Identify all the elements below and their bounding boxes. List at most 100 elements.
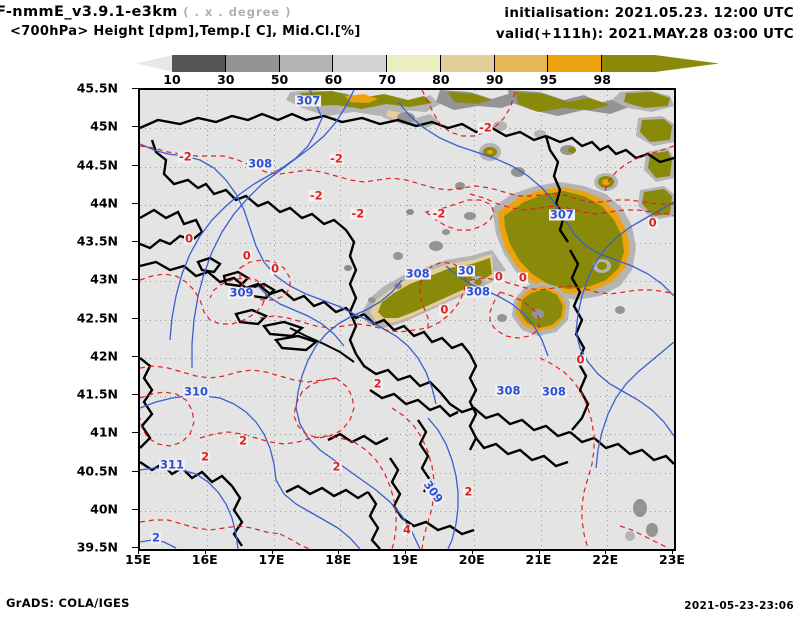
y-axis-tick	[132, 165, 138, 166]
x-axis-tick	[472, 549, 473, 554]
temp-contour-label-2: 2	[200, 449, 211, 464]
y-axis-label-41.5N: 41.5N	[76, 386, 118, 402]
temp-contour-label-0: 0	[647, 215, 658, 230]
colorbar-tick-70: 70	[378, 72, 396, 87]
colorbar-tick-60: 60	[324, 72, 343, 87]
y-axis-label-43N: 43N	[90, 271, 118, 287]
temperature-contours	[140, 90, 674, 549]
colorbar-tick-10: 10	[163, 72, 181, 87]
grads-credit: GrADS: COLA/IGES	[6, 596, 130, 610]
y-axis-tick	[132, 88, 138, 89]
colorbar-segment	[440, 55, 495, 72]
y-axis-tick	[132, 279, 138, 280]
temp-contour-label-0: 0	[517, 270, 528, 285]
gridline-vertical	[207, 90, 208, 549]
x-axis-tick	[539, 549, 540, 554]
temp-contour-label-neg2: -2	[177, 149, 193, 164]
colorbar-segments	[172, 55, 656, 72]
gridline-horizontal	[140, 205, 674, 206]
x-axis-tick	[138, 549, 139, 554]
render-timestamp: 2021-05-23-23:06	[684, 600, 794, 612]
temp-contour-label-0: 0	[241, 248, 252, 263]
y-axis-tick	[132, 318, 138, 319]
height-contour-label-308: 308	[495, 383, 522, 398]
height-contour-label-308: 308	[247, 156, 274, 171]
y-axis-label-40.5N: 40.5N	[76, 463, 118, 478]
x-axis-tick	[672, 549, 673, 554]
field-description: <700hPa> Height [dpm],Temp.[ C], Mid.Cl.…	[10, 24, 361, 39]
colorbar-tick-80: 80	[432, 72, 450, 87]
temp-contour-label-0: 0	[184, 231, 195, 246]
y-axis-label-44N: 44N	[90, 195, 118, 211]
colorbar-segment	[333, 55, 388, 72]
height-contour-label-307: 307	[548, 207, 575, 222]
gridline-horizontal	[140, 434, 674, 435]
y-axis-label-45N: 45N	[90, 118, 118, 134]
valid-time: valid(+111h): 2021.MAY.28 03:00 UTC	[495, 26, 794, 42]
gridline-vertical	[340, 90, 341, 549]
height-contour-label-308: 308	[540, 384, 567, 399]
height-contour-label-311: 311	[159, 457, 186, 472]
x-axis-tick	[272, 549, 273, 554]
x-axis-label-19E: 19E	[392, 552, 418, 567]
model-name: F-nmmE_v3.9.1-e3km	[0, 4, 178, 20]
colorbar-tick-30: 30	[217, 72, 235, 87]
temp-contour-label-neg2: -2	[308, 188, 324, 203]
colorbar-tick-98: 98	[593, 72, 611, 87]
x-axis-tick	[405, 549, 406, 554]
y-axis-tick	[132, 394, 138, 395]
temp-contour-label-neg2: -2	[478, 120, 493, 135]
y-axis-label-43.5N: 43.5N	[76, 233, 118, 249]
temp-contour-label-2: 2	[372, 376, 383, 391]
x-axis-label-17E: 17E	[258, 552, 285, 567]
y-axis-tick	[132, 432, 138, 433]
temp-contour-label-2: 2	[331, 459, 342, 474]
height-contour-label-310: 310	[183, 384, 210, 399]
temp-contour-label-neg2: -2	[329, 151, 344, 166]
gridline-horizontal	[140, 243, 674, 244]
x-axis-label-23E: 23E	[659, 552, 685, 567]
initialisation-time: initialisation: 2021.05.23. 12:00 UTC	[504, 5, 794, 21]
colorbar-segment	[494, 55, 549, 72]
map-canvas: 307 308 307 308 309 30 308 310 308 308 311 309 2 -2 -2…	[140, 90, 674, 549]
map-graphics	[140, 90, 674, 549]
y-axis-label-42.5N: 42.5N	[76, 310, 118, 325]
y-axis-tick	[132, 471, 138, 472]
height-contour-label-308: 308	[404, 266, 431, 281]
height-contour-label-308: 308	[465, 284, 492, 299]
x-axis-label-21E: 21E	[525, 552, 552, 567]
cloud-cover-shading	[286, 90, 674, 541]
x-axis-label-15E: 15E	[125, 552, 151, 567]
x-axis-tick	[605, 549, 606, 554]
gridline-horizontal	[140, 511, 674, 512]
temp-contour-label-0: 0	[439, 302, 450, 317]
y-axis-label-42N: 42N	[90, 348, 118, 364]
colorbar-segment	[387, 55, 441, 72]
x-axis-label-18E: 18E	[325, 552, 352, 567]
y-axis-tick	[132, 356, 138, 357]
temp-contour-label-0: 0	[575, 352, 586, 367]
temp-contour-label-4: 4	[401, 522, 413, 537]
header-right-block: initialisation: 2021.05.23. 12:00 UTC va…	[496, 5, 794, 42]
colorbar-left-tail-icon	[136, 55, 173, 72]
gridline-horizontal	[140, 128, 674, 129]
gridline-horizontal	[140, 167, 674, 168]
x-axis-label-20E: 20E	[458, 552, 485, 567]
colorbar-segment	[279, 55, 334, 72]
height-contour-label-2: 2	[151, 530, 162, 545]
colorbar-tick-95: 95	[539, 72, 558, 87]
temp-contour-label-neg2: -2	[431, 206, 447, 221]
temp-contour-label-2: 2	[238, 433, 249, 448]
y-axis-label-41N: 41N	[90, 424, 118, 440]
model-name-line: F-nmmE_v3.9.1-e3km ( . x . degree )	[0, 4, 426, 20]
colorbar-segment	[172, 55, 226, 72]
temp-contour-label-2: 2	[463, 484, 474, 499]
map-plot-area[interactable]: 307 308 307 308 309 30 308 310 308 308 311 309 2 -2 -2…	[138, 88, 676, 551]
gridline-horizontal	[140, 358, 674, 359]
y-axis-tick	[132, 547, 138, 548]
gridline-vertical	[274, 90, 275, 549]
colorbar-segment	[225, 55, 280, 72]
colorbar-segment	[548, 55, 603, 72]
x-axis-label-22E: 22E	[592, 552, 619, 567]
temp-contour-label-neg2: -2	[350, 206, 366, 221]
